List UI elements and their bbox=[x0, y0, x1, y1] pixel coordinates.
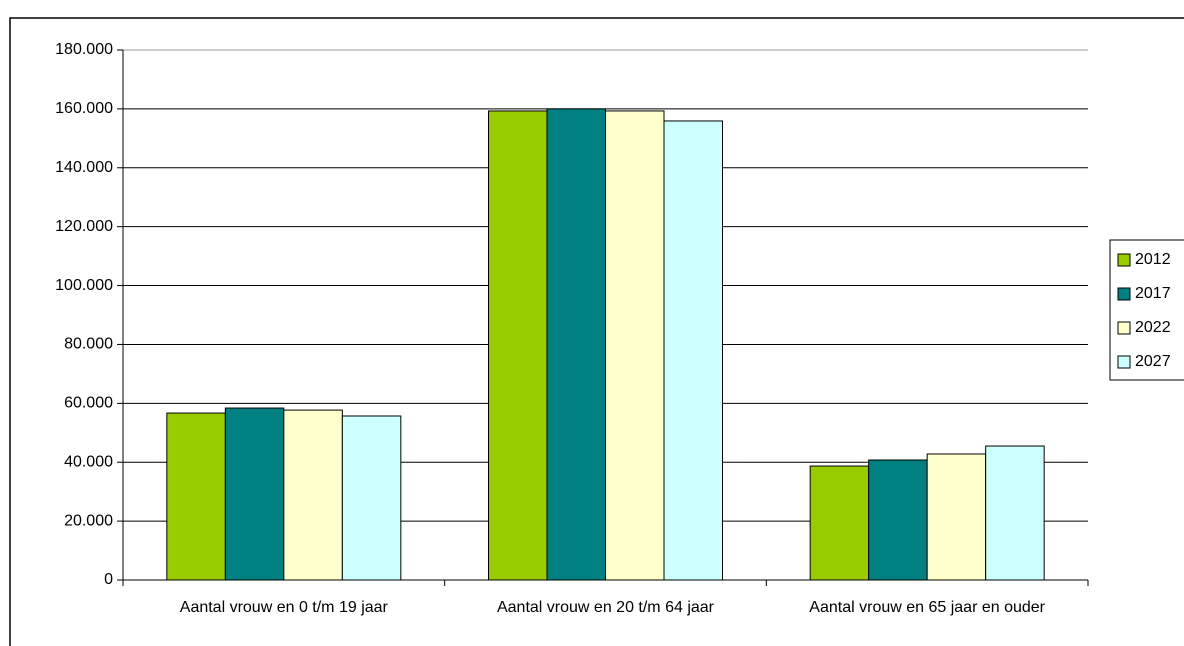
y-tick-label: 120.000 bbox=[55, 218, 113, 235]
y-tick-label: 180.000 bbox=[55, 41, 113, 58]
y-tick-label: 100.000 bbox=[55, 277, 113, 294]
y-tick-label: 0 bbox=[104, 571, 113, 588]
y-tick-label: 160.000 bbox=[55, 100, 113, 117]
legend-label: 2017 bbox=[1135, 285, 1171, 302]
y-tick-label: 80.000 bbox=[64, 336, 113, 353]
bar bbox=[809, 465, 870, 581]
legend-label: 2012 bbox=[1135, 251, 1171, 268]
legend-swatch bbox=[1117, 253, 1131, 267]
x-tick-label: Aantal vrouw en 0 t/m 19 jaar bbox=[180, 599, 389, 616]
bar bbox=[868, 459, 928, 581]
bar bbox=[985, 445, 1045, 581]
bar bbox=[488, 110, 548, 581]
y-tick-label: 60.000 bbox=[64, 395, 113, 412]
bar bbox=[283, 409, 343, 581]
legend-swatch bbox=[1117, 287, 1131, 301]
y-tick-label: 140.000 bbox=[55, 159, 113, 176]
legend-label: 2022 bbox=[1135, 319, 1171, 336]
bar bbox=[605, 110, 665, 581]
bar bbox=[166, 412, 226, 581]
x-tick-label: Aantal vrouw en 20 t/m 64 jaar bbox=[497, 599, 715, 616]
legend-swatch bbox=[1117, 321, 1131, 335]
legend-swatch bbox=[1117, 355, 1131, 369]
bar bbox=[546, 108, 606, 581]
bar bbox=[926, 453, 987, 581]
bar bbox=[224, 407, 285, 581]
bar bbox=[663, 120, 723, 581]
y-tick-label: 20.000 bbox=[64, 512, 113, 529]
legend-label: 2027 bbox=[1135, 353, 1171, 370]
y-tick-label: 40.000 bbox=[64, 453, 113, 470]
x-tick-label: Aantal vrouw en 65 jaar en ouder bbox=[809, 599, 1045, 616]
bar bbox=[341, 415, 402, 581]
